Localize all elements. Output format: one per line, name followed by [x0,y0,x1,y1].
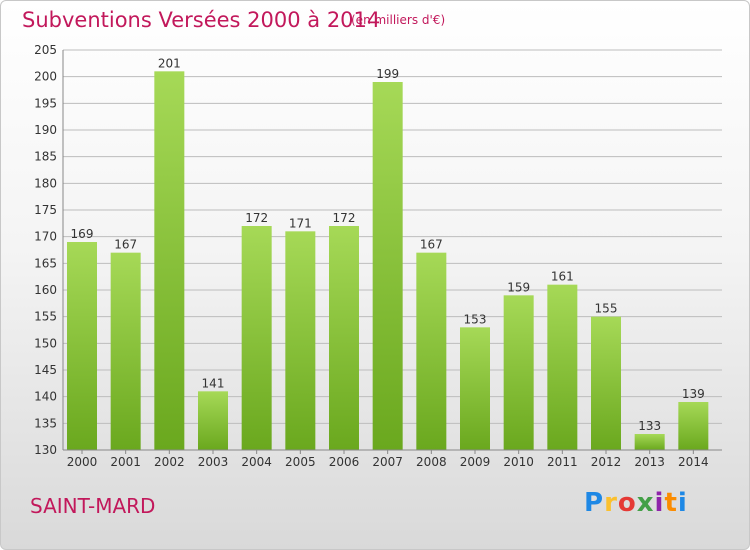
bar-2000 [67,242,97,450]
bar-2011 [547,284,578,450]
logo-letter: x [636,488,655,518]
logo-letter: P [584,488,605,518]
data-label-2013: 133 [638,419,661,433]
data-label-2009: 153 [464,312,487,326]
y-tick-label: 135 [34,416,57,430]
x-tick-label-2013: 2013 [634,455,665,469]
y-tick-label: 130 [34,443,57,457]
x-tick-label-2004: 2004 [241,455,272,469]
logo-letter: i [654,488,665,518]
y-tick-label: 185 [34,150,57,164]
bar-2006 [329,226,359,450]
logo-letter: t [664,488,678,518]
y-tick-label: 155 [34,310,57,324]
data-label-2006: 172 [333,211,356,225]
y-tick-label: 205 [34,43,57,57]
chart-subtitle: (en milliers d'€) [351,13,446,27]
x-tick-label-2012: 2012 [591,455,622,469]
y-tick-label: 180 [34,176,57,190]
y-tick-label: 170 [34,230,57,244]
x-tick-label-2011: 2011 [547,455,578,469]
x-tick-label-2005: 2005 [285,455,316,469]
data-label-2005: 171 [289,216,312,230]
bar-2004 [241,226,272,450]
data-label-2001: 167 [114,238,137,252]
commune-name: SAINT-MARD [30,494,156,518]
bar-2008 [416,252,447,450]
bar-2003 [198,391,228,450]
data-label-2003: 141 [202,376,225,390]
x-tick-label-2000: 2000 [67,455,98,469]
logo-letter: o [617,488,637,518]
logo-letter: i [677,488,688,518]
x-tick-label-2002: 2002 [154,455,185,469]
bar-2007 [372,82,403,450]
y-tick-label: 160 [34,283,57,297]
bar-2009 [460,327,490,450]
y-tick-label: 175 [34,203,57,217]
x-tick-label-2006: 2006 [329,455,360,469]
bar-2010 [503,295,534,450]
y-tick-label: 195 [34,96,57,110]
proxiti-logo: Proxiti [584,488,688,518]
y-tick-label: 140 [34,390,57,404]
data-label-2011: 161 [551,270,574,284]
logo-letter: r [604,488,618,518]
y-tick-label: 200 [34,70,57,84]
bar-2014 [678,402,709,450]
bar-2001 [110,252,141,450]
data-label-2008: 167 [420,238,443,252]
bar-2002 [154,71,185,450]
y-tick-label: 190 [34,123,57,137]
y-tick-label: 145 [34,363,57,377]
x-tick-label-2008: 2008 [416,455,447,469]
bar-2012 [591,316,621,450]
data-label-2002: 201 [158,56,181,70]
x-tick-label-2007: 2007 [372,455,403,469]
bar-2005 [285,231,316,450]
chart-title: Subventions Versées 2000 à 2014 [22,8,381,32]
data-label-2004: 172 [245,211,268,225]
x-tick-label-2009: 2009 [460,455,491,469]
data-label-2010: 159 [507,280,530,294]
x-tick-label-2003: 2003 [198,455,229,469]
data-label-2000: 169 [71,227,94,241]
y-tick-label: 165 [34,256,57,270]
x-tick-label-2001: 2001 [110,455,141,469]
bar-2013 [634,434,665,450]
data-label-2007: 199 [376,67,399,81]
x-tick-label-2014: 2014 [678,455,709,469]
y-tick-label: 150 [34,336,57,350]
data-label-2012: 155 [595,302,618,316]
data-label-2014: 139 [682,387,705,401]
x-tick-label-2010: 2010 [503,455,534,469]
